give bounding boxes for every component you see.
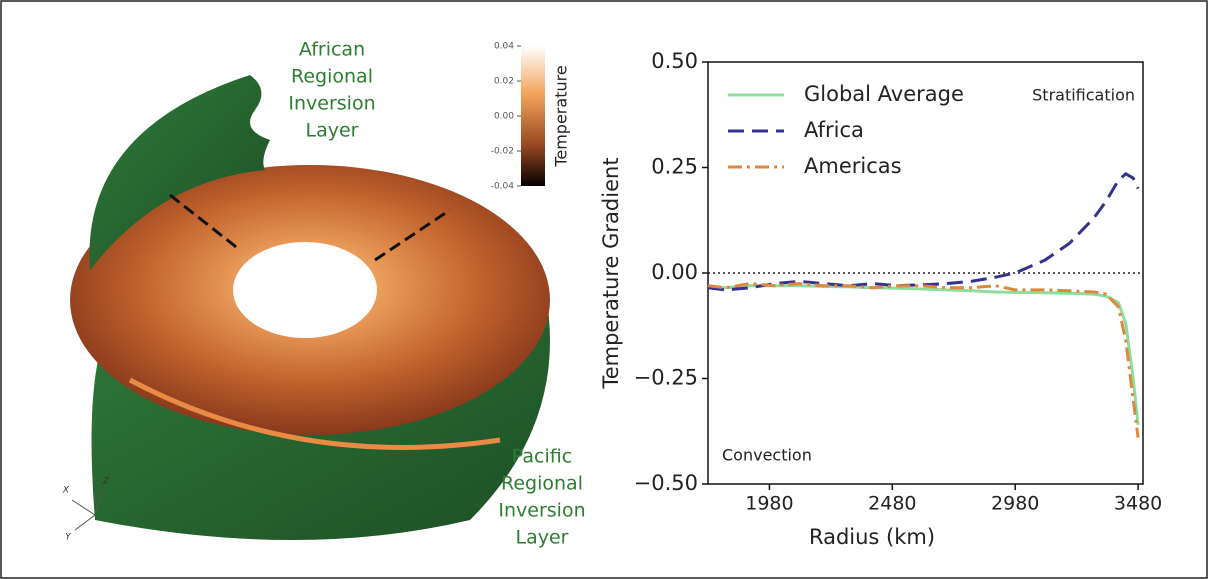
x-axis-label: Radius (km) [809,525,935,549]
colorbar [521,46,545,186]
y-axis-label: Temperature Gradient [599,157,623,389]
y-tick-label: 0.25 [651,155,698,179]
series-line [708,284,1138,438]
region-label: Regional [291,66,373,88]
legend-label: Americas [804,154,902,178]
figure: African Regional Inversion Layer Pacific Regi… [0,0,1209,579]
region-label: Inversion [288,93,375,115]
line-chart: Radius (km) Temperature Gradient Stratif… [599,49,1162,549]
y-tick-label: 0.50 [651,49,698,73]
x-tick-label: 1980 [745,493,793,515]
colorbar-tick-label: -0.04 [491,182,515,192]
x-tick-label: 2480 [868,493,916,515]
axis-letter: Y [65,533,72,543]
colorbar-tick-label: 0.02 [494,77,514,87]
series-line [708,286,1138,425]
region-label: Layer [306,120,359,142]
annotation: Convection [722,446,812,465]
axis-letter: X [62,486,70,496]
x-tick-label: 3480 [1114,493,1162,515]
colorbar-tick-label: -0.02 [491,147,514,157]
inner-core [233,242,377,338]
region-label: Pacific [512,446,572,468]
region-label: Inversion [498,500,585,522]
colorbar-tick-label: 0.04 [494,42,514,52]
legend-label: Africa [804,118,864,142]
x-tick-label: 2980 [991,493,1039,515]
illustration: African Regional Inversion Layer Pacific Regi… [62,39,586,549]
region-label: Layer [516,527,569,549]
colorbar-title: Temperature [552,65,571,167]
annotation: Stratification [1032,86,1135,105]
region-label: African [299,39,365,61]
y-tick-label: −0.25 [634,366,698,390]
legend-label: Global Average [804,82,964,106]
y-tick-label: 0.00 [651,260,698,284]
colorbar-tick-label: 0.00 [494,112,514,122]
axis-letter: Z [102,477,110,487]
region-label: Regional [501,473,583,495]
y-tick-label: −0.50 [634,471,698,495]
